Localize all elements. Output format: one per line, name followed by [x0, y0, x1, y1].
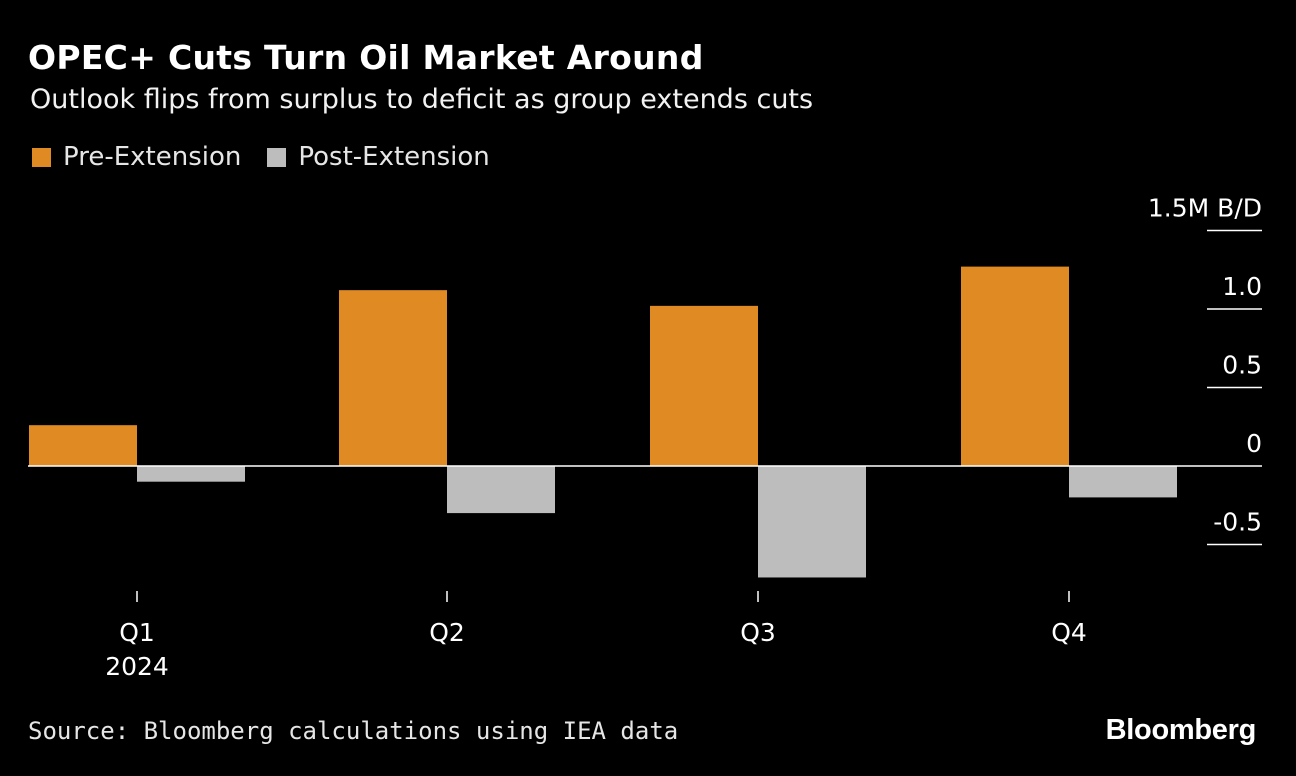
- bar-pre-extension-q2: [339, 290, 447, 466]
- y-tick-label-2: 0.5: [1222, 351, 1262, 380]
- y-tick-label-0: -0.5: [1213, 508, 1262, 537]
- bar-post-extension-q4: [1069, 466, 1177, 498]
- y-tick-label-3: 1.0: [1222, 272, 1262, 301]
- bar-pre-extension-q3: [650, 305, 758, 466]
- bar-pre-extension-q4: [961, 266, 1069, 466]
- x-tick-label-q2: Q2: [429, 618, 465, 647]
- bar-post-extension-q3: [758, 466, 866, 578]
- legend: Pre-Extension Post-Extension: [32, 142, 490, 172]
- legend-item-pre-extension: Pre-Extension: [32, 142, 241, 172]
- legend-swatch-post-extension: [267, 147, 287, 167]
- source-note: Source: Bloomberg calculations using IEA…: [28, 717, 679, 745]
- chart-subtitle: Outlook flips from surplus to deficit as…: [30, 84, 814, 115]
- bloomberg-logo: Bloomberg: [1105, 714, 1257, 746]
- legend-swatch-pre-extension: [32, 147, 51, 167]
- x-tick-sublabel-q1: 2024: [105, 652, 169, 681]
- x-tick-label-q1: Q1: [119, 618, 155, 647]
- bar-post-extension-q1: [137, 466, 245, 482]
- y-tick-label-4: 1.5M B/D: [1148, 194, 1262, 223]
- x-tick-label-q4: Q4: [1051, 618, 1087, 647]
- x-tick-label-q3: Q3: [740, 618, 776, 647]
- y-tick-label-1: 0: [1246, 429, 1262, 458]
- legend-item-post-extension: Post-Extension: [267, 142, 490, 172]
- legend-label-pre-extension: Pre-Extension: [63, 142, 242, 172]
- bar-post-extension-q2: [447, 466, 555, 514]
- chart-title: OPEC+ Cuts Turn Oil Market Around: [28, 38, 704, 77]
- bar-pre-extension-q1: [29, 425, 137, 466]
- legend-label-post-extension: Post-Extension: [298, 142, 490, 172]
